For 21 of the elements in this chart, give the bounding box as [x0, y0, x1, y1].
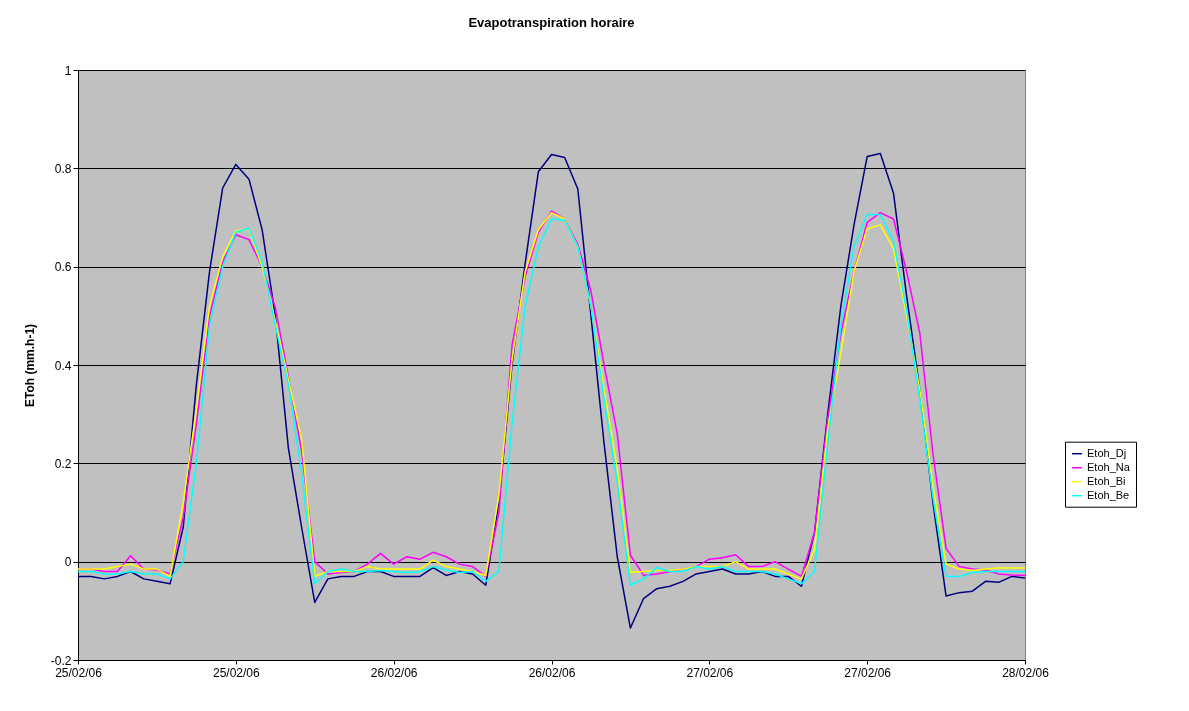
y-axis-title: EToh (mm.h-1)	[22, 323, 37, 408]
y-tick-label: 0.6	[54, 260, 72, 275]
x-tick-label: 26/02/06	[528, 665, 576, 680]
y-tick-label: 0.8	[54, 161, 72, 176]
chart-title: Evapotranspiration horaire	[468, 15, 635, 30]
x-tick-label: 26/02/06	[370, 665, 418, 680]
y-tick-label: -0.2	[50, 653, 72, 668]
x-tick-label: 27/02/06	[844, 665, 892, 680]
y-tick-label: 0.4	[54, 358, 72, 373]
legend-label: Etoh_Na	[1087, 460, 1131, 473]
legend-label: Etoh_Dj	[1087, 446, 1127, 459]
y-tick-label: 0.2	[54, 456, 72, 471]
y-tick-label: 0	[64, 555, 72, 570]
x-tick-label: 25/02/06	[212, 665, 261, 680]
x-tick-label: 28/02/06	[1002, 665, 1050, 680]
legend-label: Etoh_Be	[1087, 488, 1130, 501]
y-tick-label: 1	[64, 63, 72, 78]
x-tick-label: 25/02/06	[55, 665, 103, 680]
line-series	[77, 152, 1026, 629]
legend-label: Etoh_Bi	[1087, 474, 1126, 487]
x-tick-label: 27/02/06	[686, 665, 734, 680]
